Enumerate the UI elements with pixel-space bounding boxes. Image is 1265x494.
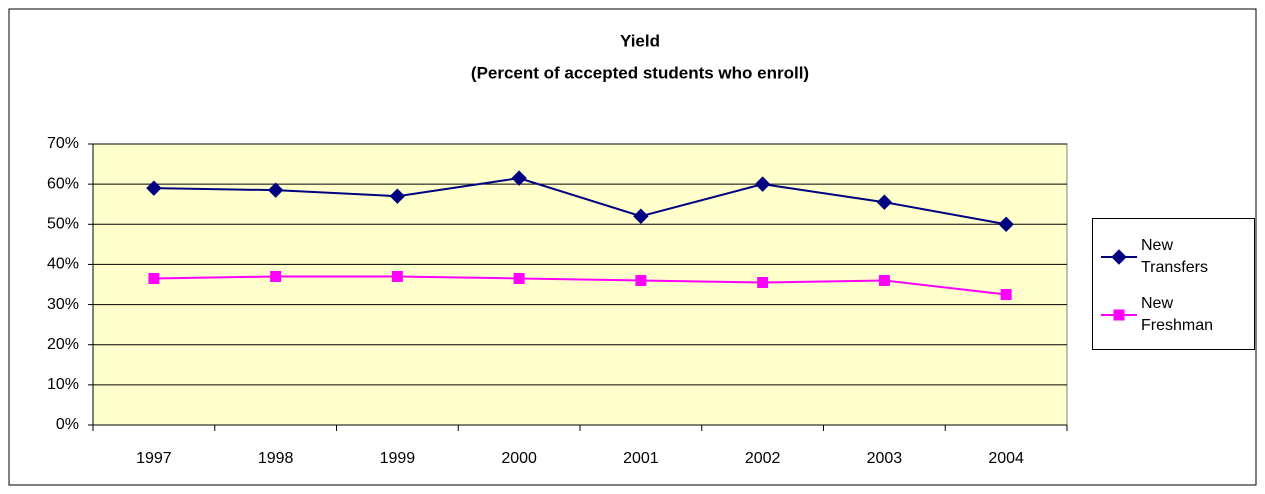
chart-subtitle: (Percent of accepted students who enroll… [471,63,809,82]
y-tick-label: 30% [47,296,79,313]
marker [635,274,647,286]
marker [1000,289,1012,301]
y-tick-label: 20% [47,336,79,353]
x-tick-label: 1997 [136,450,172,467]
marker [146,180,162,196]
chart-title: Yield [620,31,660,50]
y-tick-label: 60% [47,175,79,192]
series-line [153,177,1007,226]
y-tick-label: 40% [47,256,79,273]
x-tick-label: 2001 [623,450,659,467]
legend: New Transfers New Freshman [1092,218,1255,350]
y-tick-label: 10% [47,376,79,393]
legend-label: New Freshman [1141,295,1214,334]
x-tick-label: 2002 [745,450,781,467]
x-tick-label: 1999 [380,450,416,467]
marker [878,274,890,286]
x-tick-label: 2000 [501,450,537,467]
legend-swatch [1101,249,1137,265]
marker [511,170,527,186]
marker [876,194,893,210]
marker [1113,309,1125,321]
marker [513,272,525,284]
x-tick-label: 2003 [867,450,903,467]
marker [391,270,403,282]
series-line [153,275,1007,296]
marker [754,176,771,192]
legend-label: New Transfers [1141,237,1208,276]
legend-item: New Transfers [1101,235,1216,279]
y-tick-label: 0% [56,416,79,433]
marker [757,276,769,288]
x-tick-label: 2004 [988,450,1024,467]
marker [1111,249,1127,265]
marker [270,270,282,282]
x-tick-label: 1998 [258,450,294,467]
y-tick-label: 70% [47,135,79,152]
marker [267,182,284,198]
marker [998,216,1014,232]
marker [633,208,649,224]
marker [389,188,406,204]
marker [148,272,160,284]
plot-area [92,143,1068,426]
legend-item: New Freshman [1101,293,1216,337]
y-tick-label: 50% [47,216,79,233]
legend-swatch [1101,309,1137,321]
